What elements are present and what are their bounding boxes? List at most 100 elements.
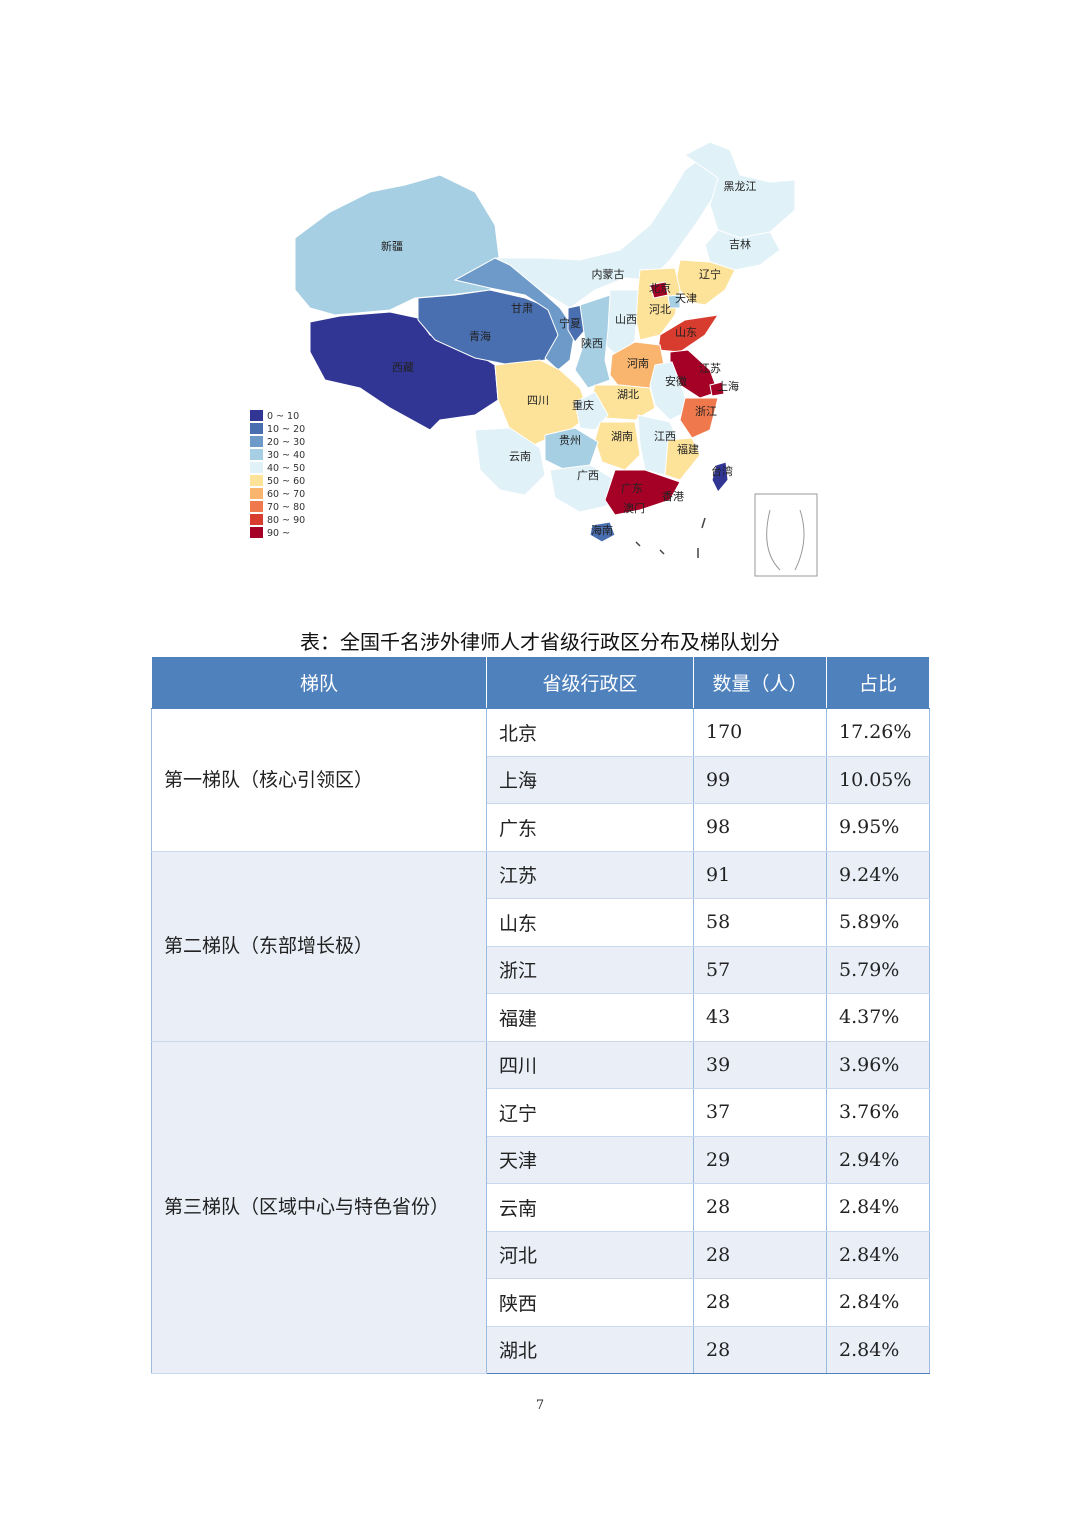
table-row: 第三梯队（区域中心与特色省份） 四川 39 3.96% <box>151 1041 930 1374</box>
province-label-aomen: 澳门 <box>623 501 645 515</box>
province-label-taiwan: 台湾 <box>711 464 733 478</box>
header-share: 占比 <box>826 656 930 709</box>
region-cell: 云南 <box>486 1183 694 1232</box>
province-label-qinghai: 青海 <box>469 329 491 343</box>
tier-cell: 第二梯队（东部增长极） <box>151 851 487 1042</box>
table-row: 山东 58 5.89% <box>152 898 930 947</box>
province-label-neimenggu: 内蒙古 <box>592 267 625 281</box>
province-choropleth-map: 黑龙江 吉林 辽宁 内蒙古 北京 天津 河北 山西 山东 新疆 甘肃 宁夏 青海 陕西 西藏 河南 江苏 安徽 上海… <box>240 130 830 585</box>
count-cell: 98 <box>693 803 827 852</box>
region-shaanxi <box>574 294 611 389</box>
table-row: 第二梯队（东部增长极） 江苏 91 9.24% <box>151 851 930 1042</box>
legend-swatch <box>250 436 263 447</box>
share-cell: 2.84% <box>826 1183 930 1232</box>
share-cell: 3.76% <box>826 1088 930 1137</box>
province-label-hainan: 海南 <box>591 523 613 537</box>
share-cell: 10.05% <box>826 756 930 804</box>
region-cell: 辽宁 <box>486 1088 694 1137</box>
share-cell: 3.96% <box>826 1041 930 1089</box>
province-label-tianjin: 天津 <box>675 292 697 305</box>
count-cell: 43 <box>693 993 827 1042</box>
share-cell: 4.37% <box>826 993 930 1042</box>
region-cell: 陕西 <box>486 1278 694 1327</box>
region-shanghai <box>709 381 725 397</box>
region-cell: 浙江 <box>486 946 694 994</box>
province-label-jiangxi: 江西 <box>654 430 676 443</box>
table-row: 广东 98 9.95% <box>152 803 930 852</box>
region-guangdong <box>604 469 681 516</box>
share-cell: 2.84% <box>826 1278 930 1327</box>
legend-label: 10 ~ 20 <box>267 424 305 435</box>
tier-table: 梯队 省级行政区 数量（人） 占比 第一梯队（核心引领区） 北京 170 17.… <box>151 656 930 1374</box>
province-label-fujian: 福建 <box>677 442 699 456</box>
province-label-guangxi: 广西 <box>577 469 599 482</box>
region-cell: 上海 <box>486 756 694 804</box>
region-zhejiang <box>679 397 719 439</box>
count-cell: 28 <box>693 1231 827 1279</box>
legend-swatch <box>250 449 263 460</box>
share-cell: 9.24% <box>826 851 930 899</box>
region-cell: 福建 <box>486 993 694 1042</box>
region-anhui <box>649 361 691 421</box>
province-label-sichuan: 四川 <box>527 394 549 407</box>
region-cell: 江苏 <box>486 851 694 899</box>
count-cell: 28 <box>693 1326 827 1374</box>
south-sea-islands <box>766 509 805 571</box>
islands-dashes <box>635 517 706 558</box>
province-label-guangdong: 广东 <box>621 482 643 495</box>
region-heilongjiang <box>684 141 796 239</box>
table-row: 湖北 28 2.84% <box>152 1326 930 1374</box>
region-cell: 北京 <box>486 708 694 757</box>
region-cell: 河北 <box>486 1231 694 1279</box>
province-label-henan: 河南 <box>627 357 649 370</box>
table-row: 福建 43 4.37% <box>152 993 930 1042</box>
region-tianjin <box>667 294 681 309</box>
province-label-xizang: 西藏 <box>392 361 414 374</box>
table-row: 天津 29 2.94% <box>152 1136 930 1184</box>
region-cell: 天津 <box>486 1136 694 1184</box>
count-cell: 29 <box>693 1136 827 1184</box>
province-label-yunnan: 云南 <box>509 450 531 463</box>
province-label-xianggang: 香港 <box>662 490 684 503</box>
legend-label: 90 ~ <box>267 528 290 539</box>
region-jilin <box>704 229 781 271</box>
region-cell: 山东 <box>486 898 694 947</box>
province-label-liaoning: 辽宁 <box>699 267 721 281</box>
legend-swatch <box>250 423 263 434</box>
header-region: 省级行政区 <box>486 656 694 709</box>
south-sea-inset <box>754 493 818 577</box>
share-cell: 5.89% <box>826 898 930 947</box>
province-label-shanghai: 上海 <box>717 379 739 393</box>
map-legend: 0 ~ 10 10 ~ 20 20 ~ 30 30 ~ 40 40 ~ 50 50 ~ 6… <box>250 410 305 539</box>
region-xizang <box>309 311 499 431</box>
legend-label: 0 ~ 10 <box>267 411 299 422</box>
share-cell: 2.94% <box>826 1136 930 1184</box>
count-cell: 39 <box>693 1041 827 1089</box>
province-label-hebei: 河北 <box>649 303 671 316</box>
province-label-ningxia: 宁夏 <box>559 316 581 330</box>
legend-label: 60 ~ 70 <box>267 489 305 500</box>
count-cell: 170 <box>693 708 827 757</box>
province-label-hubei: 湖北 <box>617 388 639 401</box>
province-label-chongqing: 重庆 <box>572 398 594 412</box>
table-header-row: 梯队 省级行政区 数量（人） 占比 <box>151 656 930 709</box>
legend-swatch <box>250 475 263 486</box>
count-cell: 58 <box>693 898 827 947</box>
region-fujian <box>664 437 701 481</box>
province-label-beijing: 北京 <box>649 281 671 295</box>
legend-label: 70 ~ 80 <box>267 502 305 513</box>
legend-label: 50 ~ 60 <box>267 476 305 487</box>
table-caption: 表：全国千名涉外律师人才省级行政区分布及梯队划分 <box>300 630 780 654</box>
count-cell: 37 <box>693 1088 827 1137</box>
table-row: 上海 99 10.05% <box>152 756 930 804</box>
region-hainan <box>589 521 616 543</box>
province-label-jilin: 吉林 <box>729 237 751 251</box>
region-taiwan <box>711 461 729 493</box>
region-cell: 四川 <box>486 1041 694 1089</box>
province-label-xinjiang: 新疆 <box>381 239 403 253</box>
header-count: 数量（人） <box>693 656 827 709</box>
table-row: 第一梯队（核心引领区） 北京 170 17.26% <box>151 708 930 852</box>
region-cell: 湖北 <box>486 1326 694 1374</box>
legend-swatch <box>250 462 263 473</box>
